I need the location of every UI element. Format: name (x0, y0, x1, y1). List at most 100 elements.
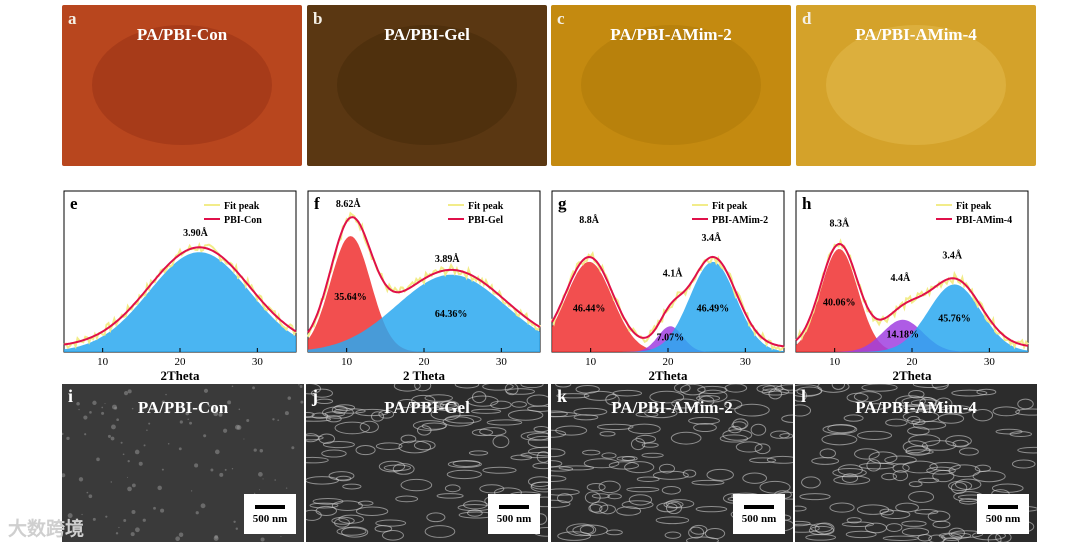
photo-panel-c: c PA/PBI-AMim-2 (551, 5, 791, 166)
fit-peak-line (795, 238, 1029, 351)
scale-bar: 500 nm (244, 494, 296, 534)
panel-label-b: b (313, 9, 323, 28)
peak-percentage: 64.36% (435, 309, 468, 320)
x-tick-label: 10 (585, 356, 597, 368)
peak-annotation: 3.90Å (183, 227, 209, 239)
peak-percentage: 35.64% (334, 292, 367, 303)
envelope-line (795, 242, 1029, 347)
legend-sample: PBI-AMim-4 (956, 215, 1012, 226)
scale-text: 500 nm (496, 513, 532, 525)
fit-component-peak (64, 252, 296, 352)
sem-panel-l: l PA/PBI-AMim-4 500 nm (795, 384, 1037, 542)
membrane-photo-a (62, 5, 302, 166)
panel-title-c: PA/PBI-AMim-2 (610, 25, 732, 44)
x-tick-label: 30 (740, 356, 752, 368)
membrane-photo-b (307, 5, 547, 166)
xrd-chart-svg-h: 10 20 30 2Theta h Fit peak PBI-AMim-4 8.3Å 4.4Å 3… (795, 190, 1029, 382)
peak-annotation: 4.1Å (663, 267, 684, 279)
peak-percentage: 7.07% (657, 332, 685, 343)
panel-title-d: PA/PBI-AMim-4 (855, 25, 977, 44)
scale-bar: 500 nm (977, 494, 1029, 534)
fit-component-peak (796, 284, 1028, 352)
fit-component-peak (552, 261, 784, 352)
photo-panel-a: a PA/PBI-Con (62, 5, 302, 166)
panel-label-c: c (557, 9, 565, 28)
fit-component-peak (552, 261, 784, 352)
x-axis-label: 2Theta (893, 368, 933, 382)
x-axis-label: 2 Theta (403, 368, 446, 382)
peak-percentage: 46.49% (697, 303, 730, 314)
membrane-photo-d (796, 5, 1036, 166)
fit-component-peak (796, 249, 1028, 352)
peak-annotation: 8.62Å (336, 198, 362, 210)
xrd-chart-g: 10 20 30 2Theta g Fit peak PBI-AMim-2 8.8Å 4.1Å 3… (548, 187, 790, 382)
panel-label-d: d (802, 9, 812, 28)
scale-text: 500 nm (252, 513, 288, 525)
xrd-chart-svg-f: 10 20 30 2 Theta f Fit peak PBI-Gel 8.62Å 3.89Å 3… (307, 190, 541, 382)
fit-peak-line (63, 242, 297, 350)
fit-component-peak (308, 236, 540, 352)
sem-title-j: PA/PBI-Gel (384, 398, 470, 417)
x-tick-label: 10 (97, 356, 109, 368)
panel-label: f (314, 194, 320, 213)
x-tick-label: 20 (663, 356, 675, 368)
scale-text: 500 nm (741, 513, 777, 525)
peak-percentage: 45.76% (938, 314, 971, 325)
envelope-line (63, 246, 297, 346)
photo-panel-b: b PA/PBI-Gel (307, 5, 547, 166)
sem-title-k: PA/PBI-AMim-2 (611, 398, 733, 417)
panel-label: e (70, 194, 78, 213)
legend-fit-peak: Fit peak (468, 201, 504, 212)
legend-sample: PBI-AMim-2 (712, 215, 768, 226)
sem-panel-i: i PA/PBI-Con 500 nm (62, 384, 304, 542)
x-tick-label: 20 (175, 356, 187, 368)
xrd-chart-f: 10 20 30 2 Theta f Fit peak PBI-Gel 8.62Å 3.89Å 3… (304, 187, 546, 382)
x-tick-label: 20 (419, 356, 431, 368)
panel-label-a: a (68, 9, 77, 28)
sem-panel-j: j PA/PBI-Gel 500 nm (306, 384, 548, 542)
scale-text: 500 nm (985, 513, 1021, 525)
xrd-chart-svg-g: 10 20 30 2Theta g Fit peak PBI-AMim-2 8.8Å 4.1Å 3… (551, 190, 785, 382)
panel-label: h (802, 194, 812, 213)
membrane-photo-c (551, 5, 791, 166)
legend-fit-peak: Fit peak (224, 201, 260, 212)
peak-percentage: 14.18% (886, 330, 919, 341)
x-tick-label: 10 (341, 356, 353, 368)
legend-fit-peak: Fit peak (956, 201, 992, 212)
x-tick-label: 30 (496, 356, 508, 368)
sem-panel-k: k PA/PBI-AMim-2 500 nm (551, 384, 793, 542)
envelope-line (551, 255, 785, 348)
legend-sample: PBI-Con (224, 215, 262, 226)
x-tick-label: 30 (252, 356, 263, 368)
peak-annotation: 8.8Å (579, 214, 600, 226)
peak-percentage: 40.06% (823, 298, 856, 309)
panel-label-l: l (801, 386, 807, 406)
xrd-chart-e: 10 20 30 2Theta e Fit peak PBI-Con 3.90Å (60, 187, 302, 382)
envelope-line (307, 216, 541, 333)
x-tick-label: 10 (829, 356, 841, 368)
panel-title-a: PA/PBI-Con (136, 25, 228, 44)
watermark-text: 大数跨境 (8, 518, 85, 540)
legend-fit-peak: Fit peak (712, 201, 748, 212)
scale-bar: 500 nm (733, 494, 785, 534)
legend-sample: PBI-Gel (468, 215, 503, 226)
panel-label-j: j (312, 386, 318, 406)
fit-component-peak (308, 274, 540, 352)
x-tick-label: 30 (984, 356, 996, 368)
xrd-chart-h: 10 20 30 2Theta h Fit peak PBI-AMim-4 8.3Å 4.4Å 3… (792, 187, 1034, 382)
x-axis-label: 2Theta (649, 368, 689, 382)
xrd-chart-svg-e: 10 20 30 2Theta e Fit peak PBI-Con 3.90Å (63, 190, 297, 382)
panel-label-i: i (68, 386, 74, 406)
peak-percentage: 46.44% (573, 303, 606, 314)
sem-title-l: PA/PBI-AMim-4 (855, 398, 977, 417)
peak-annotation: 3.4Å (701, 232, 722, 244)
photo-panel-d: d PA/PBI-AMim-4 (796, 5, 1036, 166)
scale-bar: 500 nm (488, 494, 540, 534)
x-axis-label: 2Theta (161, 368, 201, 382)
peak-annotation: 3.4Å (942, 250, 963, 262)
panel-title-b: PA/PBI-Gel (384, 25, 470, 44)
panel-label: g (558, 194, 567, 213)
peak-annotation: 4.4Å (891, 272, 912, 284)
x-tick-label: 20 (907, 356, 919, 368)
panel-label-k: k (557, 386, 568, 406)
